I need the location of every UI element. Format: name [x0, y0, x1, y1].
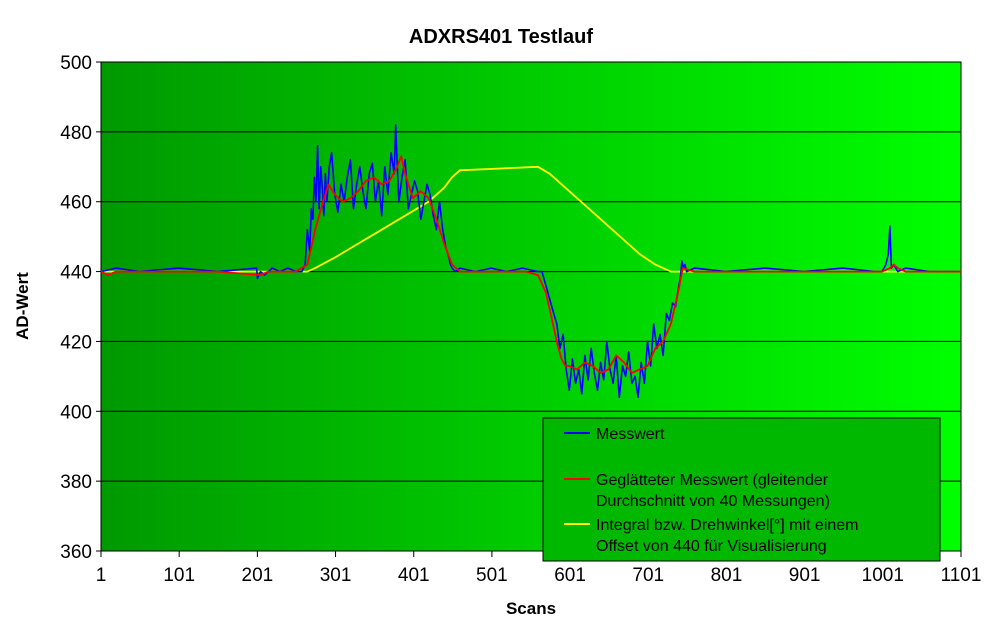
legend-label-messwert: Messwert [596, 426, 665, 443]
y-tick-label-460: 460 [60, 193, 92, 214]
x-tick-label-801: 801 [711, 565, 743, 586]
x-tick-label-701: 701 [632, 565, 664, 586]
legend-label-integral: Integral bzw. Drehwinkel[°] mit einem Off… [596, 517, 859, 555]
x-axis-title: Scans [506, 599, 556, 618]
legend-label-smoothed: Geglätteter Messwert (gleitender Durchsch… [596, 472, 830, 510]
x-tick-label-601: 601 [554, 565, 586, 586]
series-smoothed [100, 155, 961, 374]
y-tick-label-500: 500 [60, 53, 92, 74]
x-tick-label-201: 201 [242, 565, 274, 586]
y-tick-label-440: 440 [60, 263, 92, 284]
legend: Messwert Geglätteter Messwert (gleitende… [542, 417, 941, 562]
y-tick-label-420: 420 [60, 332, 92, 353]
series-group [100, 124, 961, 399]
series-integral [101, 165, 961, 273]
y-axis-title: AD-Wert [13, 272, 32, 340]
y-tick-label-360: 360 [60, 542, 92, 563]
x-tick-label-1: 1 [96, 565, 107, 586]
x-tick-label-301: 301 [320, 565, 352, 586]
y-tick-label-400: 400 [60, 402, 92, 423]
y-tick-label-380: 380 [60, 472, 92, 493]
x-tick-label-1101: 1101 [941, 565, 982, 586]
x-tick-label-501: 501 [476, 565, 508, 586]
x-axis-ticks: 1 101 201 301 401 501 601 701 801 901 1001 1101 [96, 551, 982, 586]
x-tick-label-401: 401 [398, 565, 430, 586]
legend-box [542, 417, 941, 562]
x-tick-label-901: 901 [789, 565, 821, 586]
x-tick-label-1001: 1001 [862, 565, 904, 586]
series-messwert [100, 124, 961, 399]
chart-title: ADXRS401 Testlauf [409, 26, 593, 48]
y-axis-ticks: 360 380 400 420 440 460 480 500 [60, 53, 101, 563]
x-tick-label-101: 101 [163, 565, 195, 586]
y-tick-label-480: 480 [60, 123, 92, 144]
